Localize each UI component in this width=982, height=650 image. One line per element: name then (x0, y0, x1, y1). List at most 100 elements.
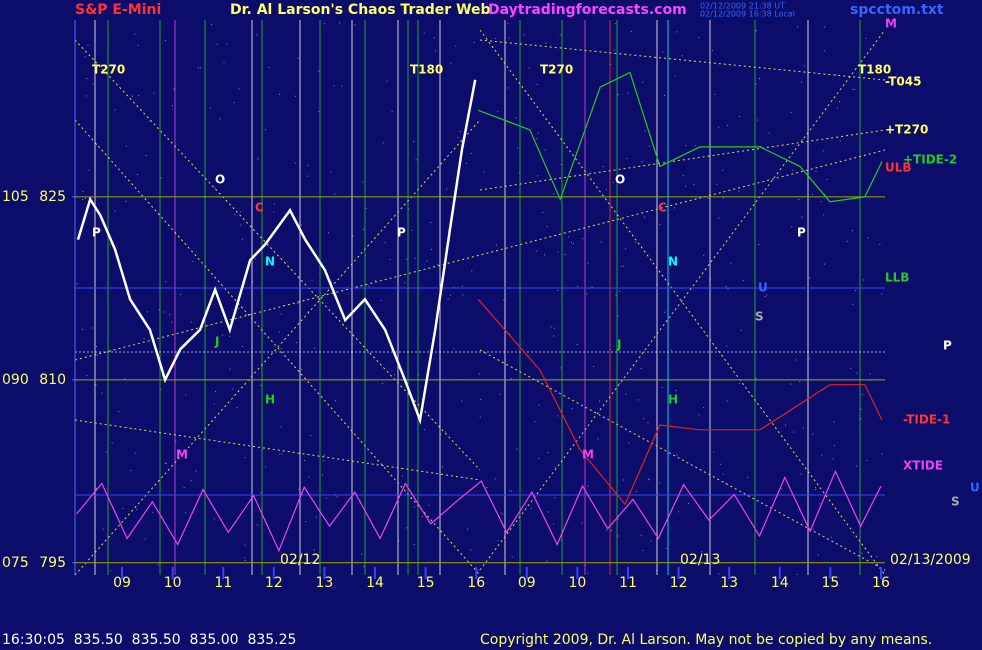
star (538, 404, 540, 406)
star (809, 358, 811, 360)
star (294, 162, 296, 164)
star (363, 228, 364, 230)
star (718, 217, 720, 219)
star (856, 465, 858, 467)
star (85, 95, 87, 97)
cycle-diagonal (479, 129, 886, 191)
star (295, 342, 297, 344)
star (426, 260, 428, 262)
title: Dr. Al Larson's Chaos Trader Web (230, 2, 491, 18)
star (256, 524, 258, 526)
star (244, 457, 246, 459)
star (678, 511, 680, 513)
star (703, 254, 705, 256)
star (876, 556, 878, 558)
x-tick-label: 13 (720, 575, 738, 591)
star (560, 539, 562, 541)
star (398, 540, 400, 542)
star (500, 512, 502, 514)
star (727, 288, 729, 290)
star (764, 296, 766, 297)
decoration (74, 20, 886, 576)
star (835, 74, 837, 76)
star (157, 564, 159, 566)
star (832, 458, 834, 460)
star (132, 95, 133, 97)
star (714, 93, 716, 95)
star (423, 32, 425, 34)
star (812, 528, 814, 530)
star (623, 479, 624, 481)
annotation: N (265, 255, 275, 269)
series-line (76, 79, 477, 425)
star (180, 294, 182, 295)
star (755, 377, 757, 379)
star (325, 497, 327, 499)
star (790, 383, 792, 385)
file-name: spcctom.txt (850, 2, 944, 18)
x-tick-label: 12 (670, 575, 688, 591)
star (95, 384, 97, 386)
star (478, 373, 480, 375)
star (143, 338, 145, 340)
star (149, 120, 151, 122)
series-line (477, 298, 883, 506)
star (470, 152, 472, 154)
star (615, 295, 617, 297)
star (824, 26, 826, 28)
annotation: S (951, 495, 960, 509)
star (821, 454, 823, 456)
annotation: U (970, 481, 980, 495)
star (559, 367, 561, 369)
star (553, 523, 555, 525)
star (615, 23, 617, 24)
star (394, 374, 396, 376)
annotation: P (397, 226, 406, 240)
star (221, 334, 223, 336)
star (410, 498, 412, 500)
star (160, 388, 162, 390)
annotation: T270 (92, 63, 125, 77)
star (478, 569, 480, 571)
x-tick-label: 15 (417, 575, 435, 591)
star (457, 136, 459, 138)
star (111, 442, 113, 444)
star (415, 159, 417, 161)
y2-tick-label: 090 (2, 372, 29, 388)
star (516, 448, 518, 450)
star (84, 56, 86, 58)
annotation: M (582, 448, 594, 462)
star (495, 38, 497, 39)
star (611, 530, 612, 531)
star (866, 460, 868, 461)
star (114, 210, 116, 212)
star (365, 207, 367, 209)
star (647, 422, 649, 424)
star (328, 232, 330, 234)
star (273, 203, 275, 205)
star (545, 42, 547, 44)
star (661, 387, 663, 388)
star (630, 30, 632, 32)
star (839, 101, 840, 103)
star (854, 290, 856, 292)
star (802, 138, 804, 140)
star (213, 518, 215, 520)
star (833, 421, 835, 423)
star (280, 426, 282, 428)
star (260, 385, 262, 386)
star (145, 155, 147, 156)
star (617, 518, 619, 520)
star (768, 132, 770, 134)
date-label: 02/13/2009 (890, 552, 971, 568)
star (118, 411, 120, 413)
star (730, 262, 732, 264)
star (158, 309, 160, 311)
star (171, 105, 173, 107)
star (86, 78, 88, 80)
star (323, 460, 325, 462)
star (548, 511, 549, 513)
star (280, 313, 282, 315)
star (341, 85, 343, 87)
star (169, 314, 171, 316)
